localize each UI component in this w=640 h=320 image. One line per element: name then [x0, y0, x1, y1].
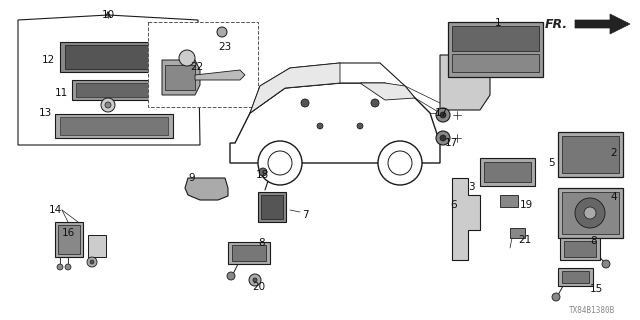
Bar: [560, 238, 600, 260]
Circle shape: [575, 198, 605, 228]
Bar: [558, 132, 623, 177]
Text: 12: 12: [42, 55, 55, 65]
Text: 8: 8: [590, 236, 596, 246]
Bar: [558, 188, 623, 238]
Text: 2: 2: [610, 148, 616, 158]
Bar: [72, 80, 158, 100]
Circle shape: [436, 108, 450, 122]
Circle shape: [259, 168, 267, 176]
Circle shape: [440, 112, 446, 118]
Circle shape: [87, 257, 97, 267]
Text: 14: 14: [49, 205, 61, 215]
Bar: [58, 225, 80, 254]
Text: 22: 22: [190, 62, 204, 72]
Circle shape: [65, 264, 71, 270]
Bar: [562, 136, 619, 173]
Bar: [258, 192, 286, 222]
Circle shape: [227, 272, 235, 280]
Bar: [562, 271, 589, 283]
Polygon shape: [452, 178, 480, 260]
Polygon shape: [250, 63, 415, 113]
Polygon shape: [230, 83, 440, 163]
Polygon shape: [162, 60, 200, 95]
Circle shape: [357, 123, 363, 129]
Circle shape: [388, 151, 412, 175]
Circle shape: [457, 185, 463, 191]
Circle shape: [378, 141, 422, 185]
Bar: [452, 54, 539, 72]
Polygon shape: [360, 83, 415, 100]
Bar: [510, 228, 525, 238]
Text: 8: 8: [258, 238, 264, 248]
Text: 6: 6: [450, 200, 456, 210]
Circle shape: [258, 141, 302, 185]
Circle shape: [217, 27, 227, 37]
Text: 10: 10: [101, 10, 115, 20]
Circle shape: [440, 135, 446, 141]
Text: 17: 17: [445, 138, 458, 148]
Circle shape: [253, 278, 257, 282]
Bar: [261, 195, 283, 219]
Polygon shape: [195, 70, 245, 80]
Bar: [65, 45, 163, 69]
Bar: [165, 65, 195, 90]
Circle shape: [301, 99, 309, 107]
Bar: [148, 22, 258, 107]
Bar: [88, 235, 106, 257]
Text: 20: 20: [252, 282, 265, 292]
Text: 16: 16: [62, 228, 76, 238]
Circle shape: [317, 123, 323, 129]
Circle shape: [453, 181, 467, 195]
Text: 13: 13: [39, 108, 52, 118]
Circle shape: [436, 131, 450, 145]
Bar: [452, 26, 539, 51]
Text: 7: 7: [302, 210, 308, 220]
Bar: [55, 222, 83, 257]
Text: 17: 17: [435, 108, 448, 118]
Bar: [55, 114, 173, 138]
Circle shape: [371, 99, 379, 107]
Text: 5: 5: [548, 158, 555, 168]
Circle shape: [90, 260, 94, 264]
Bar: [480, 158, 535, 186]
Bar: [60, 117, 168, 135]
Bar: [228, 242, 270, 264]
Polygon shape: [250, 63, 340, 113]
Text: 9: 9: [188, 173, 195, 183]
Bar: [564, 241, 596, 257]
Bar: [76, 83, 154, 97]
Circle shape: [105, 102, 111, 108]
Circle shape: [179, 50, 195, 66]
Circle shape: [101, 98, 115, 112]
Text: 23: 23: [218, 42, 231, 52]
Polygon shape: [18, 15, 200, 145]
Text: 19: 19: [520, 200, 533, 210]
Circle shape: [602, 260, 610, 268]
Bar: [562, 192, 619, 234]
Circle shape: [249, 274, 261, 286]
Bar: [484, 162, 531, 182]
Circle shape: [57, 264, 63, 270]
Bar: [60, 42, 168, 72]
Circle shape: [584, 207, 596, 219]
Text: 15: 15: [590, 284, 604, 294]
Circle shape: [268, 151, 292, 175]
Text: FR.: FR.: [545, 18, 568, 30]
Text: 4: 4: [610, 192, 616, 202]
Bar: [558, 268, 593, 286]
Text: 18: 18: [256, 170, 269, 180]
Text: 1: 1: [495, 18, 501, 28]
Bar: [448, 22, 543, 77]
Text: 21: 21: [518, 235, 531, 245]
Bar: [500, 195, 518, 207]
Text: 11: 11: [55, 88, 68, 98]
Text: TX84B1380B: TX84B1380B: [569, 306, 615, 315]
Text: 3: 3: [468, 182, 475, 192]
Polygon shape: [185, 178, 228, 200]
Polygon shape: [575, 14, 630, 34]
Polygon shape: [440, 55, 490, 110]
Bar: [232, 245, 266, 261]
Circle shape: [552, 293, 560, 301]
